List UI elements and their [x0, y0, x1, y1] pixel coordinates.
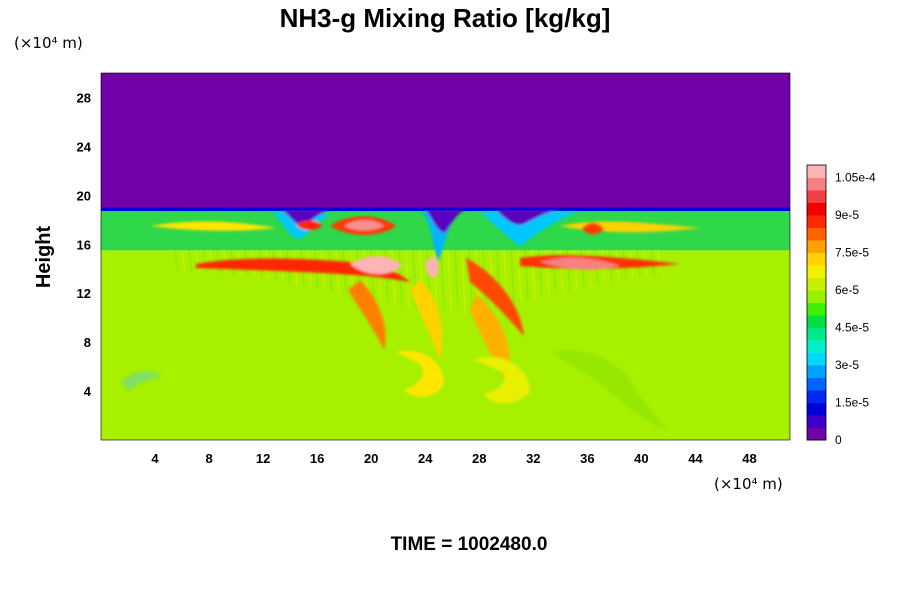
x-tick-label: 12	[256, 451, 270, 466]
colorbar-tick-label: 1.5e-5	[835, 396, 869, 410]
convective-column-left	[348, 280, 386, 350]
y-tick-label: 20	[77, 188, 91, 203]
x-tick-label: 24	[418, 451, 433, 466]
colorbar-swatch	[807, 402, 826, 416]
colorbar-swatch	[807, 377, 826, 391]
pink-core-center	[425, 257, 439, 278]
notch-purple-2	[426, 210, 466, 233]
x-tick-label: 28	[472, 451, 486, 466]
y-axis-label: Height	[33, 226, 55, 289]
colorbar-swatch	[807, 165, 826, 178]
colorbar-swatch	[807, 227, 826, 241]
ripple-line	[405, 249, 410, 308]
upper-blob-red-2	[296, 220, 322, 231]
colorbar-tick-label: 6e-5	[835, 283, 859, 297]
plot-frame	[100, 72, 791, 441]
y-axis-unit: (×10⁴ m)	[14, 34, 83, 52]
convective-column-mid	[410, 280, 443, 360]
colorbar-swatch	[807, 327, 826, 341]
upper-streak-left	[150, 221, 276, 231]
ripple-line	[440, 249, 445, 311]
swirl-lower-3	[552, 350, 668, 432]
y-tick-label: 16	[77, 237, 91, 252]
colorbar-swatch	[807, 190, 826, 203]
colorbar-swatch	[807, 315, 826, 328]
x-tick-label: 48	[742, 451, 756, 466]
ripple-line	[454, 249, 459, 310]
colorbar-swatch	[807, 415, 826, 428]
ripple-line	[181, 249, 186, 272]
ripple-line	[174, 249, 179, 272]
pink-core-left	[350, 255, 402, 275]
inversion-layer	[101, 207, 790, 212]
swirl-lower-2	[474, 356, 530, 404]
colorbar-tick-label: 1.05e-4	[835, 171, 876, 185]
dome-notch-center	[420, 212, 462, 262]
notch-purple-1	[282, 210, 330, 226]
ripple-line	[447, 249, 452, 311]
ripple-line	[195, 249, 200, 273]
x-axis-unit: (×10⁴ m)	[714, 475, 783, 493]
x-tick-label: 40	[634, 451, 648, 466]
colorbar-tick-label: 9e-5	[835, 208, 859, 222]
x-tick-label: 8	[205, 451, 212, 466]
y-tick-label: 12	[77, 286, 91, 301]
ripple-line	[510, 249, 515, 304]
colorbar-swatch	[807, 427, 826, 441]
plot-area	[101, 73, 790, 440]
colorbar-tick-label: 7.5e-5	[835, 246, 869, 260]
ripple-line	[517, 249, 522, 302]
x-tick-label: 4	[151, 451, 159, 466]
colorbar-swatch	[807, 277, 826, 291]
notch-purple-3	[496, 210, 560, 226]
upper-layer	[101, 73, 790, 211]
ripple-line	[461, 249, 466, 310]
y-tick-label: 24	[77, 139, 92, 154]
colorbar-swatch	[807, 177, 826, 191]
colorbar-swatch	[807, 352, 826, 366]
colorbar-swatch	[807, 202, 826, 216]
x-tick-label: 36	[580, 451, 594, 466]
chart-title: NH3-g Mixing Ratio [kg/kg]	[280, 3, 611, 33]
ripple-line	[188, 249, 193, 273]
colorbar-swatch	[807, 265, 826, 278]
colorbar-frame	[806, 164, 827, 441]
colorbar-swatch	[807, 290, 826, 303]
colorbar-swatch	[807, 340, 826, 353]
y-tick-label: 8	[84, 335, 91, 350]
y-tick-labels: 4 8 12 16 20 24 28	[77, 90, 92, 399]
lower-layer	[101, 250, 790, 440]
x-tick-labels: 4 8 12 16 20 24 28 32 36 40 44 48	[151, 451, 756, 466]
colorbar-swatch	[807, 390, 826, 403]
dome-notch-right	[480, 212, 580, 246]
colorbar-swatch	[807, 365, 826, 378]
convective-column-right	[466, 258, 524, 336]
y-tick-label: 4	[84, 384, 92, 399]
upper-blob-pink-1	[344, 220, 384, 231]
y-tick-label: 28	[77, 90, 91, 105]
colorbar-tick-labels: 0 1.5e-5 3e-5 4.5e-5 6e-5 7.5e-5 9e-5 1.05e-4	[835, 171, 876, 448]
colorbar-swatch	[807, 252, 826, 266]
x-tick-label: 32	[526, 451, 540, 466]
colorbar-tick-label: 3e-5	[835, 358, 859, 372]
colorbar	[807, 165, 826, 441]
colorbar-swatch	[807, 302, 826, 316]
swirl-left-small	[122, 371, 162, 392]
x-tick-label: 16	[310, 451, 324, 466]
ripple-line	[202, 249, 207, 274]
plume-features	[122, 210, 700, 432]
x-tick-label: 44	[688, 451, 703, 466]
x-tick-label: 20	[364, 451, 378, 466]
pink-core-right	[540, 257, 620, 270]
upper-blob-red-3	[582, 222, 604, 235]
swirl-lower-1	[396, 350, 444, 397]
colorbar-swatch	[807, 215, 826, 228]
colorbar-tick-label: 0	[835, 433, 842, 447]
colorbar-swatch	[807, 240, 826, 253]
time-label: TIME = 1002480.0	[391, 534, 548, 555]
colorbar-tick-label: 4.5e-5	[835, 321, 869, 335]
